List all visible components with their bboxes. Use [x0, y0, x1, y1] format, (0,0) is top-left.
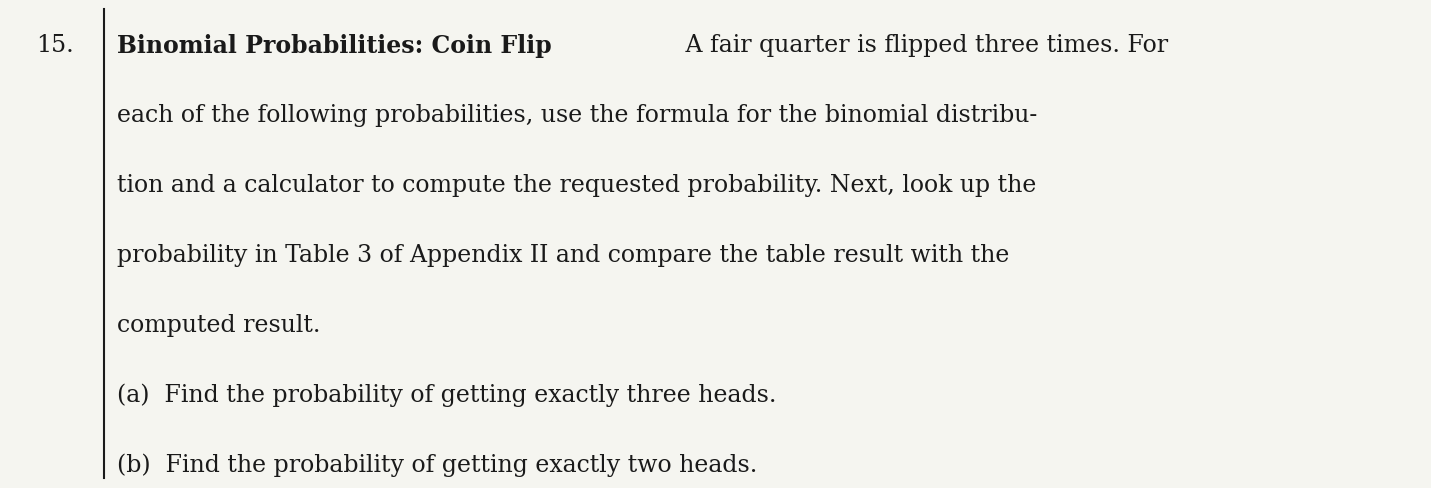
Text: 15.: 15. — [36, 34, 73, 57]
Text: each of the following probabilities, use the formula for the binomial distribu-: each of the following probabilities, use… — [117, 104, 1037, 127]
Text: probability in Table 3 of Appendix II and compare the table result with the: probability in Table 3 of Appendix II an… — [117, 244, 1010, 266]
Text: (a)  Find the probability of getting exactly three heads.: (a) Find the probability of getting exac… — [117, 383, 777, 407]
Text: A fair quarter is flipped three times. For: A fair quarter is flipped three times. F… — [678, 34, 1169, 57]
Text: (b)  Find the probability of getting exactly two heads.: (b) Find the probability of getting exac… — [117, 453, 758, 476]
Text: tion and a calculator to compute the requested probability. Next, look up the: tion and a calculator to compute the req… — [117, 174, 1036, 197]
Text: Binomial Probabilities: Coin Flip: Binomial Probabilities: Coin Flip — [117, 34, 552, 58]
Text: computed result.: computed result. — [117, 313, 321, 336]
